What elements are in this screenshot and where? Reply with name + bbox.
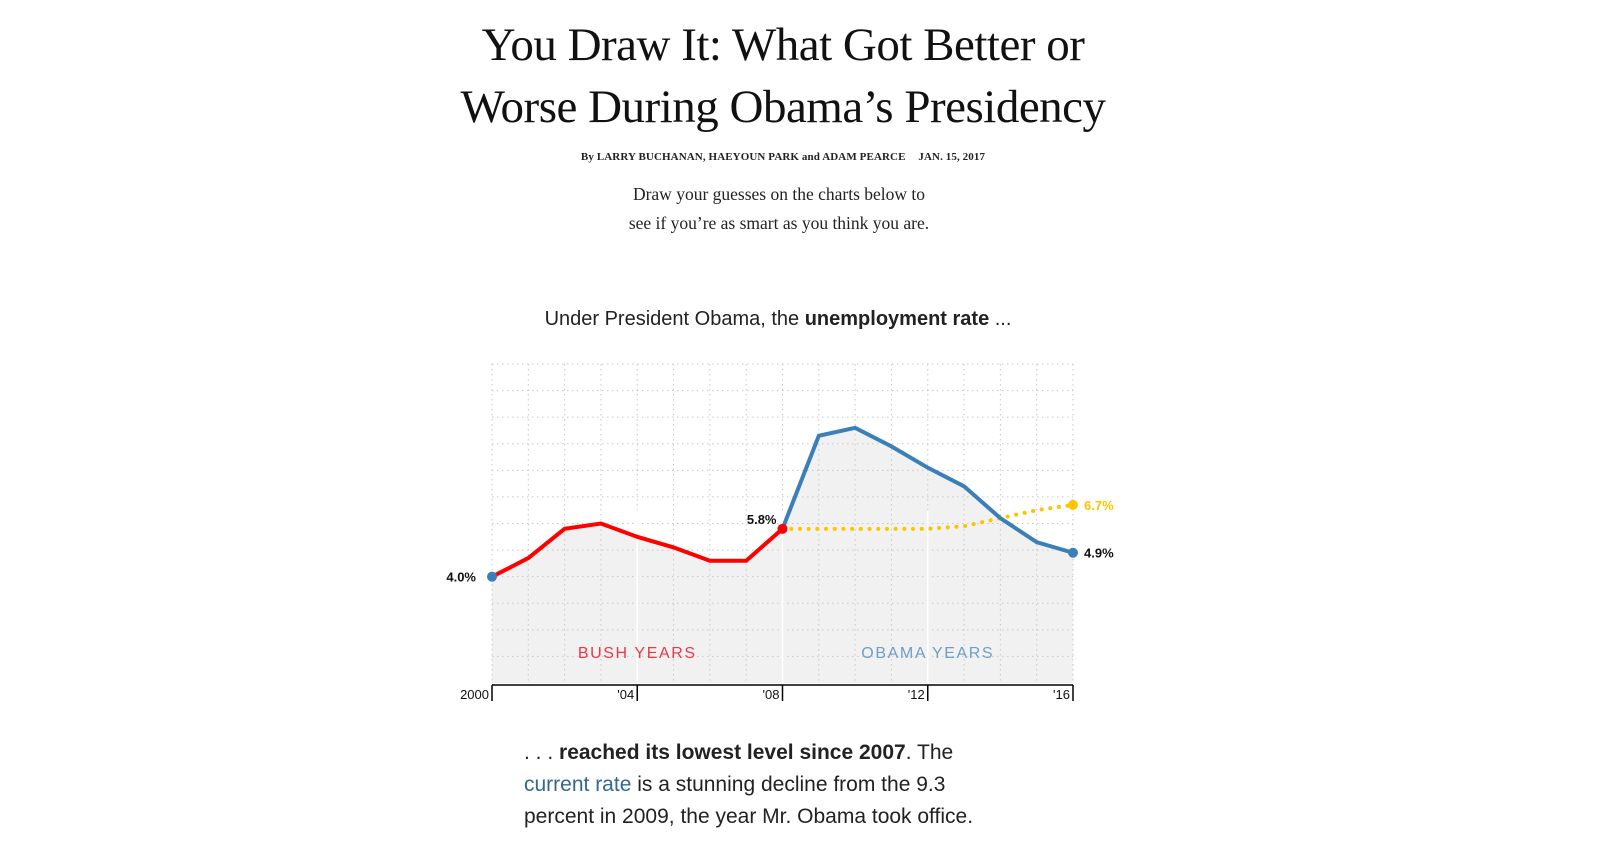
region-label: OBAMA YEARS: [861, 645, 994, 662]
chart-title-bold: unemployment rate: [804, 308, 990, 330]
publish-date: JAN. 15, 2017: [918, 151, 986, 163]
actual-end-point: [1068, 547, 1078, 558]
byline-authors-2[interactable]: ADAM PEARCE: [822, 151, 906, 163]
x-tick-label: '12: [908, 687, 925, 702]
transition-point: [777, 523, 788, 534]
chart-title: Under President Obama, the unemployment …: [0, 308, 1556, 331]
conclusion-line-2: is a stunning decline from the 9.3: [631, 773, 946, 796]
value-label: 4.9%: [1084, 546, 1114, 561]
headline: You Draw It: What Got Better or Worse Du…: [0, 14, 1566, 138]
conclusion-bold: reached its lowest level since 2007: [559, 741, 906, 764]
conclusion-line-3: percent in 2009, the year Mr. Obama took…: [524, 805, 974, 828]
start-point: [487, 571, 497, 582]
x-tick-label: 2000: [460, 687, 489, 702]
byline: By LARRY BUCHANAN, HAEYOUN PARK and ADAM…: [0, 151, 1566, 163]
chart-title-prefix: Under President Obama, the: [544, 308, 805, 330]
x-tick-label: '16: [1053, 687, 1070, 702]
x-tick-label: '04: [617, 687, 634, 702]
dek-line-2: see if you’re as smart as you think you …: [628, 213, 930, 233]
headline-line-1: You Draw It: What Got Better or: [481, 19, 1085, 71]
byline-authors-1[interactable]: LARRY BUCHANAN, HAEYOUN PARK: [596, 151, 800, 163]
value-label: 4.0%: [446, 570, 476, 585]
conclusion-text: . . . reached its lowest level since 200…: [524, 737, 1044, 833]
conclusion-lead: . . .: [524, 741, 560, 764]
bush-line: [491, 521, 784, 579]
current-rate-link[interactable]: current rate: [524, 773, 632, 796]
dek-line-1: Draw your guesses on the charts below to: [632, 184, 926, 204]
obama-line: [780, 425, 1074, 555]
region-label: BUSH YEARS: [578, 645, 697, 662]
value-label: 6.7%: [1084, 498, 1114, 513]
dek: Draw your guesses on the charts below to…: [0, 180, 1558, 238]
guess-line[interactable]: [780, 502, 1075, 531]
conclusion-after-bold: . The: [905, 741, 954, 764]
chart-title-suffix: ...: [989, 308, 1012, 330]
guess-end-point[interactable]: [1068, 499, 1078, 510]
x-tick-label: '08: [763, 687, 780, 702]
value-label: 5.8%: [747, 512, 777, 527]
headline-line-2: Worse During Obama’s Presidency: [460, 81, 1106, 133]
byline-prefix: By: [580, 151, 594, 163]
byline-and: and: [801, 151, 820, 163]
